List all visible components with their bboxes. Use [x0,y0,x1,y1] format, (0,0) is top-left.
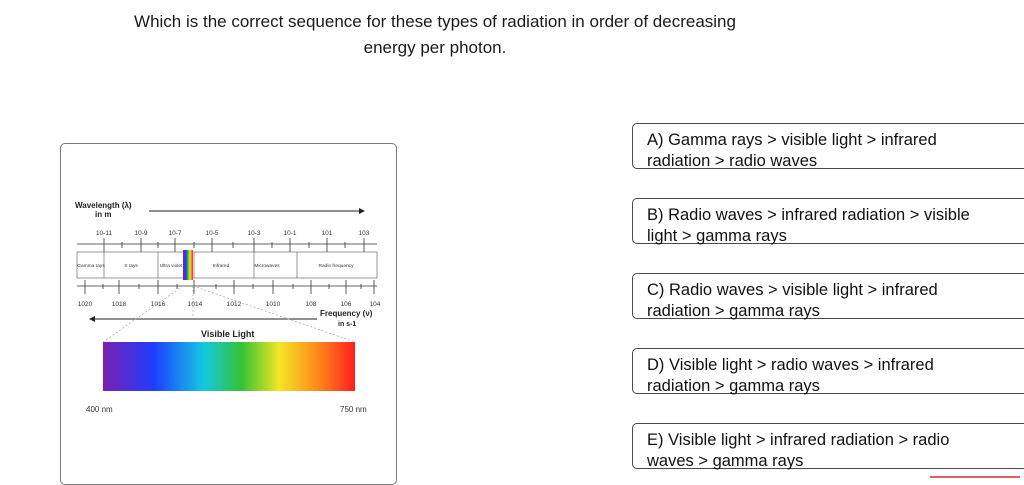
frequency-tick: 106 [341,301,352,308]
region-radio: Radio frequency [319,263,355,269]
frequency-tick: 1018 [112,301,127,308]
frequency-tick: 1020 [78,301,93,308]
region-gamma: Gamma rays [77,263,105,269]
option-text-line: radiation > radio waves [647,152,818,170]
frequency-arrowhead [89,316,95,322]
option-text-line: A) Gamma rays > visible light > infrared [647,131,937,149]
frequency-tick: 1010 [266,301,281,308]
question-line-1: Which is the correct sequence for these … [134,12,736,31]
answer-option-d[interactable]: D) Visible light > radio waves > infrare… [632,348,1024,395]
option-text-line: C) Radio waves > visible light > infrare… [647,281,938,299]
answer-option-a[interactable]: A) Gamma rays > visible light > infrared… [632,123,1024,170]
answer-option-b[interactable]: B) Radio waves > infrared radiation > vi… [632,198,1024,245]
wavelength-tick: 10-3 [247,230,260,237]
wavelength-unit: in m [95,210,111,219]
option-text-line: E) Visible light > infrared radiation > … [647,431,950,449]
region-xray: X rays [124,263,138,269]
frequency-tick: 104 [370,301,381,308]
wavelength-tick: 101 [322,230,333,237]
spectrum-diagram: Wavelength (λ) in m 10-11 10-9 10-7 10-5… [75,201,381,414]
wavelength-arrowhead [359,208,365,214]
region-uv: Ultra violet [160,263,183,269]
wavelength-tick: 10-9 [134,230,147,237]
visible-max-label: 750 nm [340,405,367,414]
selection-indicator [930,476,1020,478]
region-band [76,251,378,279]
question-line-2: energy per photon. [363,38,507,57]
frequency-unit: in s-1 [338,321,356,328]
option-text-line: waves > gamma rays [647,452,804,470]
lower-tick-marks [77,280,377,294]
answer-option-e[interactable]: E) Visible light > infrared radiation > … [632,423,1024,470]
visible-spectrum-bar [103,342,355,391]
option-text-line: D) Visible light > radio waves > infrare… [647,356,934,374]
frequency-tick: 108 [306,301,317,308]
region-infrared: Infrared [213,263,230,269]
option-text-line: radiation > gamma rays [647,302,820,320]
frequency-tick: 1012 [227,301,242,308]
question-text: Which is the correct sequence for these … [60,9,810,61]
frequency-tick: 1014 [188,301,203,308]
frequency-label: Frequency (ν) [320,309,373,318]
option-text-line: light > gamma rays [647,227,787,245]
wavelength-tick: 10-7 [168,230,181,237]
spectrum-figure: Wavelength (λ) in m 10-11 10-9 10-7 10-5… [60,143,397,485]
visible-light-label: Visible Light [201,329,254,339]
option-text-line: radiation > gamma rays [647,377,820,395]
frequency-tick: 1016 [151,301,166,308]
wavelength-tick: 10-1 [283,230,296,237]
answer-option-c[interactable]: C) Radio waves > visible light > infrare… [632,273,1024,320]
wavelength-tick: 10-11 [96,230,113,237]
upper-tick-marks [77,238,377,252]
option-text-line: B) Radio waves > infrared radiation > vi… [647,206,970,224]
wavelength-tick: 103 [359,230,370,237]
region-microwaves: Microwaves [254,263,280,269]
visible-min-label: 400 nm [86,405,113,414]
visible-strip [183,250,193,280]
wavelength-tick: 10-5 [205,230,218,237]
wavelength-label: Wavelength (λ) [75,201,132,210]
